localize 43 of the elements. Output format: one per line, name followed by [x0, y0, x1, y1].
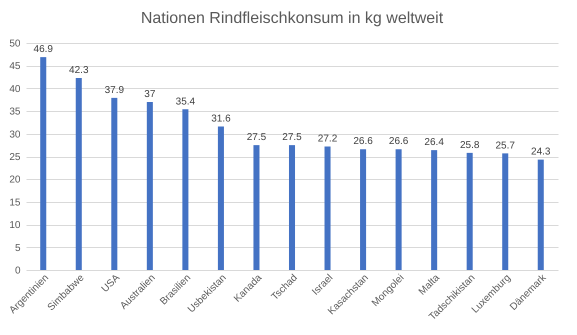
y-tick-label: 40	[9, 84, 21, 95]
data-label: 26.4	[424, 137, 444, 148]
y-tick-label: 50	[9, 38, 21, 50]
y-tick-label: 20	[9, 174, 21, 186]
data-label: 25.8	[460, 140, 480, 151]
chart-title: Nationen Rindfleischkonsum in kg weltweit	[140, 10, 444, 27]
y-tick-label: 5	[14, 242, 21, 254]
bar	[324, 146, 331, 270]
data-label: 37.9	[104, 84, 124, 96]
data-label: 31.6	[211, 114, 232, 125]
data-label: 46.9	[34, 44, 54, 56]
data-label: 25.7	[495, 140, 516, 152]
data-label: 24.3	[531, 146, 551, 158]
y-tick-label: 35	[9, 106, 21, 118]
y-tick-label: 25	[9, 152, 21, 163]
y-tick-label: 10	[9, 220, 21, 232]
bar	[253, 145, 260, 270]
y-tick-label: 30	[9, 129, 21, 140]
bar	[396, 149, 402, 270]
data-label: 35.4	[176, 96, 196, 108]
y-tick-label: 45	[9, 61, 21, 72]
data-label: 27.5	[246, 132, 267, 144]
y-tick-label: 15	[9, 197, 21, 208]
bar	[218, 126, 224, 270]
data-label: 26.6	[388, 136, 409, 148]
bar	[431, 150, 438, 270]
bar	[502, 153, 508, 270]
bar	[466, 152, 473, 270]
bar	[288, 145, 296, 270]
y-tick-label: 0	[14, 266, 21, 276]
bar	[111, 98, 118, 270]
data-label: 37	[144, 89, 156, 100]
bar	[76, 78, 82, 270]
bar	[146, 102, 153, 270]
x-tick-label: USA	[100, 272, 122, 295]
data-label: 26.6	[353, 136, 374, 148]
data-label: 27.5	[282, 132, 302, 144]
data-label: 27.2	[318, 134, 338, 145]
bar	[538, 160, 544, 270]
bar	[360, 149, 366, 270]
bar	[182, 109, 188, 270]
data-label: 42.3	[69, 64, 89, 76]
bar	[40, 57, 46, 270]
